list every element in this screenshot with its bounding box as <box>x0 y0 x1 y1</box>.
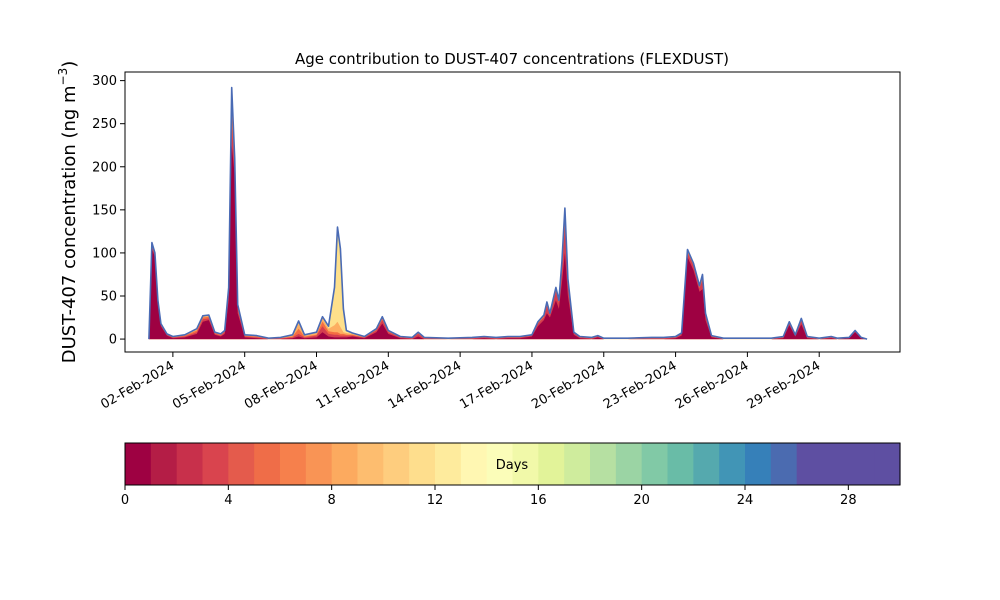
x-tick-label: 20-Feb-2024 <box>529 358 608 412</box>
colorbar-cell <box>150 443 178 485</box>
colorbar-cell <box>693 443 720 485</box>
age-layer-11-days <box>148 89 868 340</box>
area-layers <box>148 89 868 340</box>
colorbar-cell <box>822 443 849 485</box>
colorbar-cell <box>460 443 488 485</box>
colorbar-cell <box>228 443 255 485</box>
y-tick-label: 300 <box>92 74 117 89</box>
y-axis-label: DUST-407 concentration (ng m−3) <box>56 61 80 364</box>
colorbar-frame <box>124 442 901 486</box>
plot-area <box>124 71 901 353</box>
x-axis-ticks: 02-Feb-202405-Feb-202408-Feb-202411-Feb-… <box>98 352 823 412</box>
colorbar-cell <box>512 443 539 485</box>
x-tick-label: 11-Feb-2024 <box>314 358 393 412</box>
colorbar-cell <box>745 443 772 485</box>
colorbar-cell <box>280 443 307 485</box>
colorbar-cell <box>176 443 204 485</box>
colorbar-cell <box>331 443 359 485</box>
colorbar-tick-label: 28 <box>840 493 857 508</box>
x-tick-label: 14-Feb-2024 <box>386 358 465 412</box>
y-axis-ticks: 0 50 100 150 200 250 300 <box>92 74 125 348</box>
colorbar-cell <box>125 443 152 485</box>
colorbar-tick-label: 0 <box>121 493 129 508</box>
colorbar-cell <box>848 443 875 485</box>
colorbar-cells <box>125 443 901 485</box>
y-axis-label-sup: −3 <box>56 68 70 86</box>
y-axis-label-tail: ) <box>59 61 80 68</box>
x-tick-label: 08-Feb-2024 <box>242 358 321 412</box>
age-layer-0-days <box>148 145 868 340</box>
x-tick-label: 26-Feb-2024 <box>673 358 752 412</box>
colorbar-tick-label: 4 <box>224 493 232 508</box>
colorbar-cell <box>357 443 384 485</box>
colorbar-cell <box>409 443 436 485</box>
age-layer-1-days <box>148 123 868 340</box>
colorbar-cell <box>874 443 901 485</box>
y-tick-label: 50 <box>100 290 117 305</box>
x-tick-label: 17-Feb-2024 <box>457 358 536 412</box>
y-tick-label: 200 <box>92 160 117 175</box>
colorbar-cell <box>254 443 281 485</box>
colorbar-cell <box>486 443 514 485</box>
colorbar-cell <box>305 443 333 485</box>
colorbar-cell <box>564 443 591 485</box>
colorbar-cell <box>667 443 694 485</box>
colorbar-label: Days <box>496 458 529 473</box>
x-tick-label: 29-Feb-2024 <box>745 358 824 412</box>
colorbar-tick-label: 8 <box>328 493 336 508</box>
age-layer-7-days <box>148 96 868 340</box>
colorbar-tick-label: 24 <box>737 493 754 508</box>
colorbar-cell <box>435 443 462 485</box>
colorbar-cell <box>719 443 746 485</box>
x-tick-label: 02-Feb-2024 <box>98 358 177 412</box>
colorbar-cell <box>615 443 643 485</box>
colorbar-ticks: 0 4 8 12 16 20 24 28 <box>121 485 857 508</box>
age-layer-3-days <box>148 106 868 340</box>
axes-frame <box>124 71 901 353</box>
colorbar-tick-label: 20 <box>633 493 650 508</box>
colorbar-cell <box>770 443 798 485</box>
y-tick-label: 100 <box>92 246 117 261</box>
colorbar-cell <box>641 443 669 485</box>
colorbar-cell <box>383 443 410 485</box>
colorbar: Days 0 4 8 12 16 20 24 28 <box>121 442 901 508</box>
y-tick-label: 0 <box>109 333 117 348</box>
colorbar-cell <box>590 443 617 485</box>
colorbar-tick-label: 16 <box>530 493 547 508</box>
total-concentration-line <box>148 86 868 340</box>
colorbar-cell <box>202 443 229 485</box>
y-tick-label: 150 <box>92 203 117 218</box>
x-tick-label: 05-Feb-2024 <box>170 358 249 412</box>
y-axis-label-main: DUST-407 concentration (ng m <box>59 85 80 363</box>
chart-title: Age contribution to DUST-407 concentrati… <box>295 50 729 68</box>
y-tick-label: 250 <box>92 117 117 132</box>
colorbar-cell <box>538 443 565 485</box>
colorbar-tick-label: 12 <box>427 493 444 508</box>
colorbar-cell <box>796 443 824 485</box>
total-line-group <box>148 86 868 340</box>
x-tick-label: 23-Feb-2024 <box>601 358 680 412</box>
